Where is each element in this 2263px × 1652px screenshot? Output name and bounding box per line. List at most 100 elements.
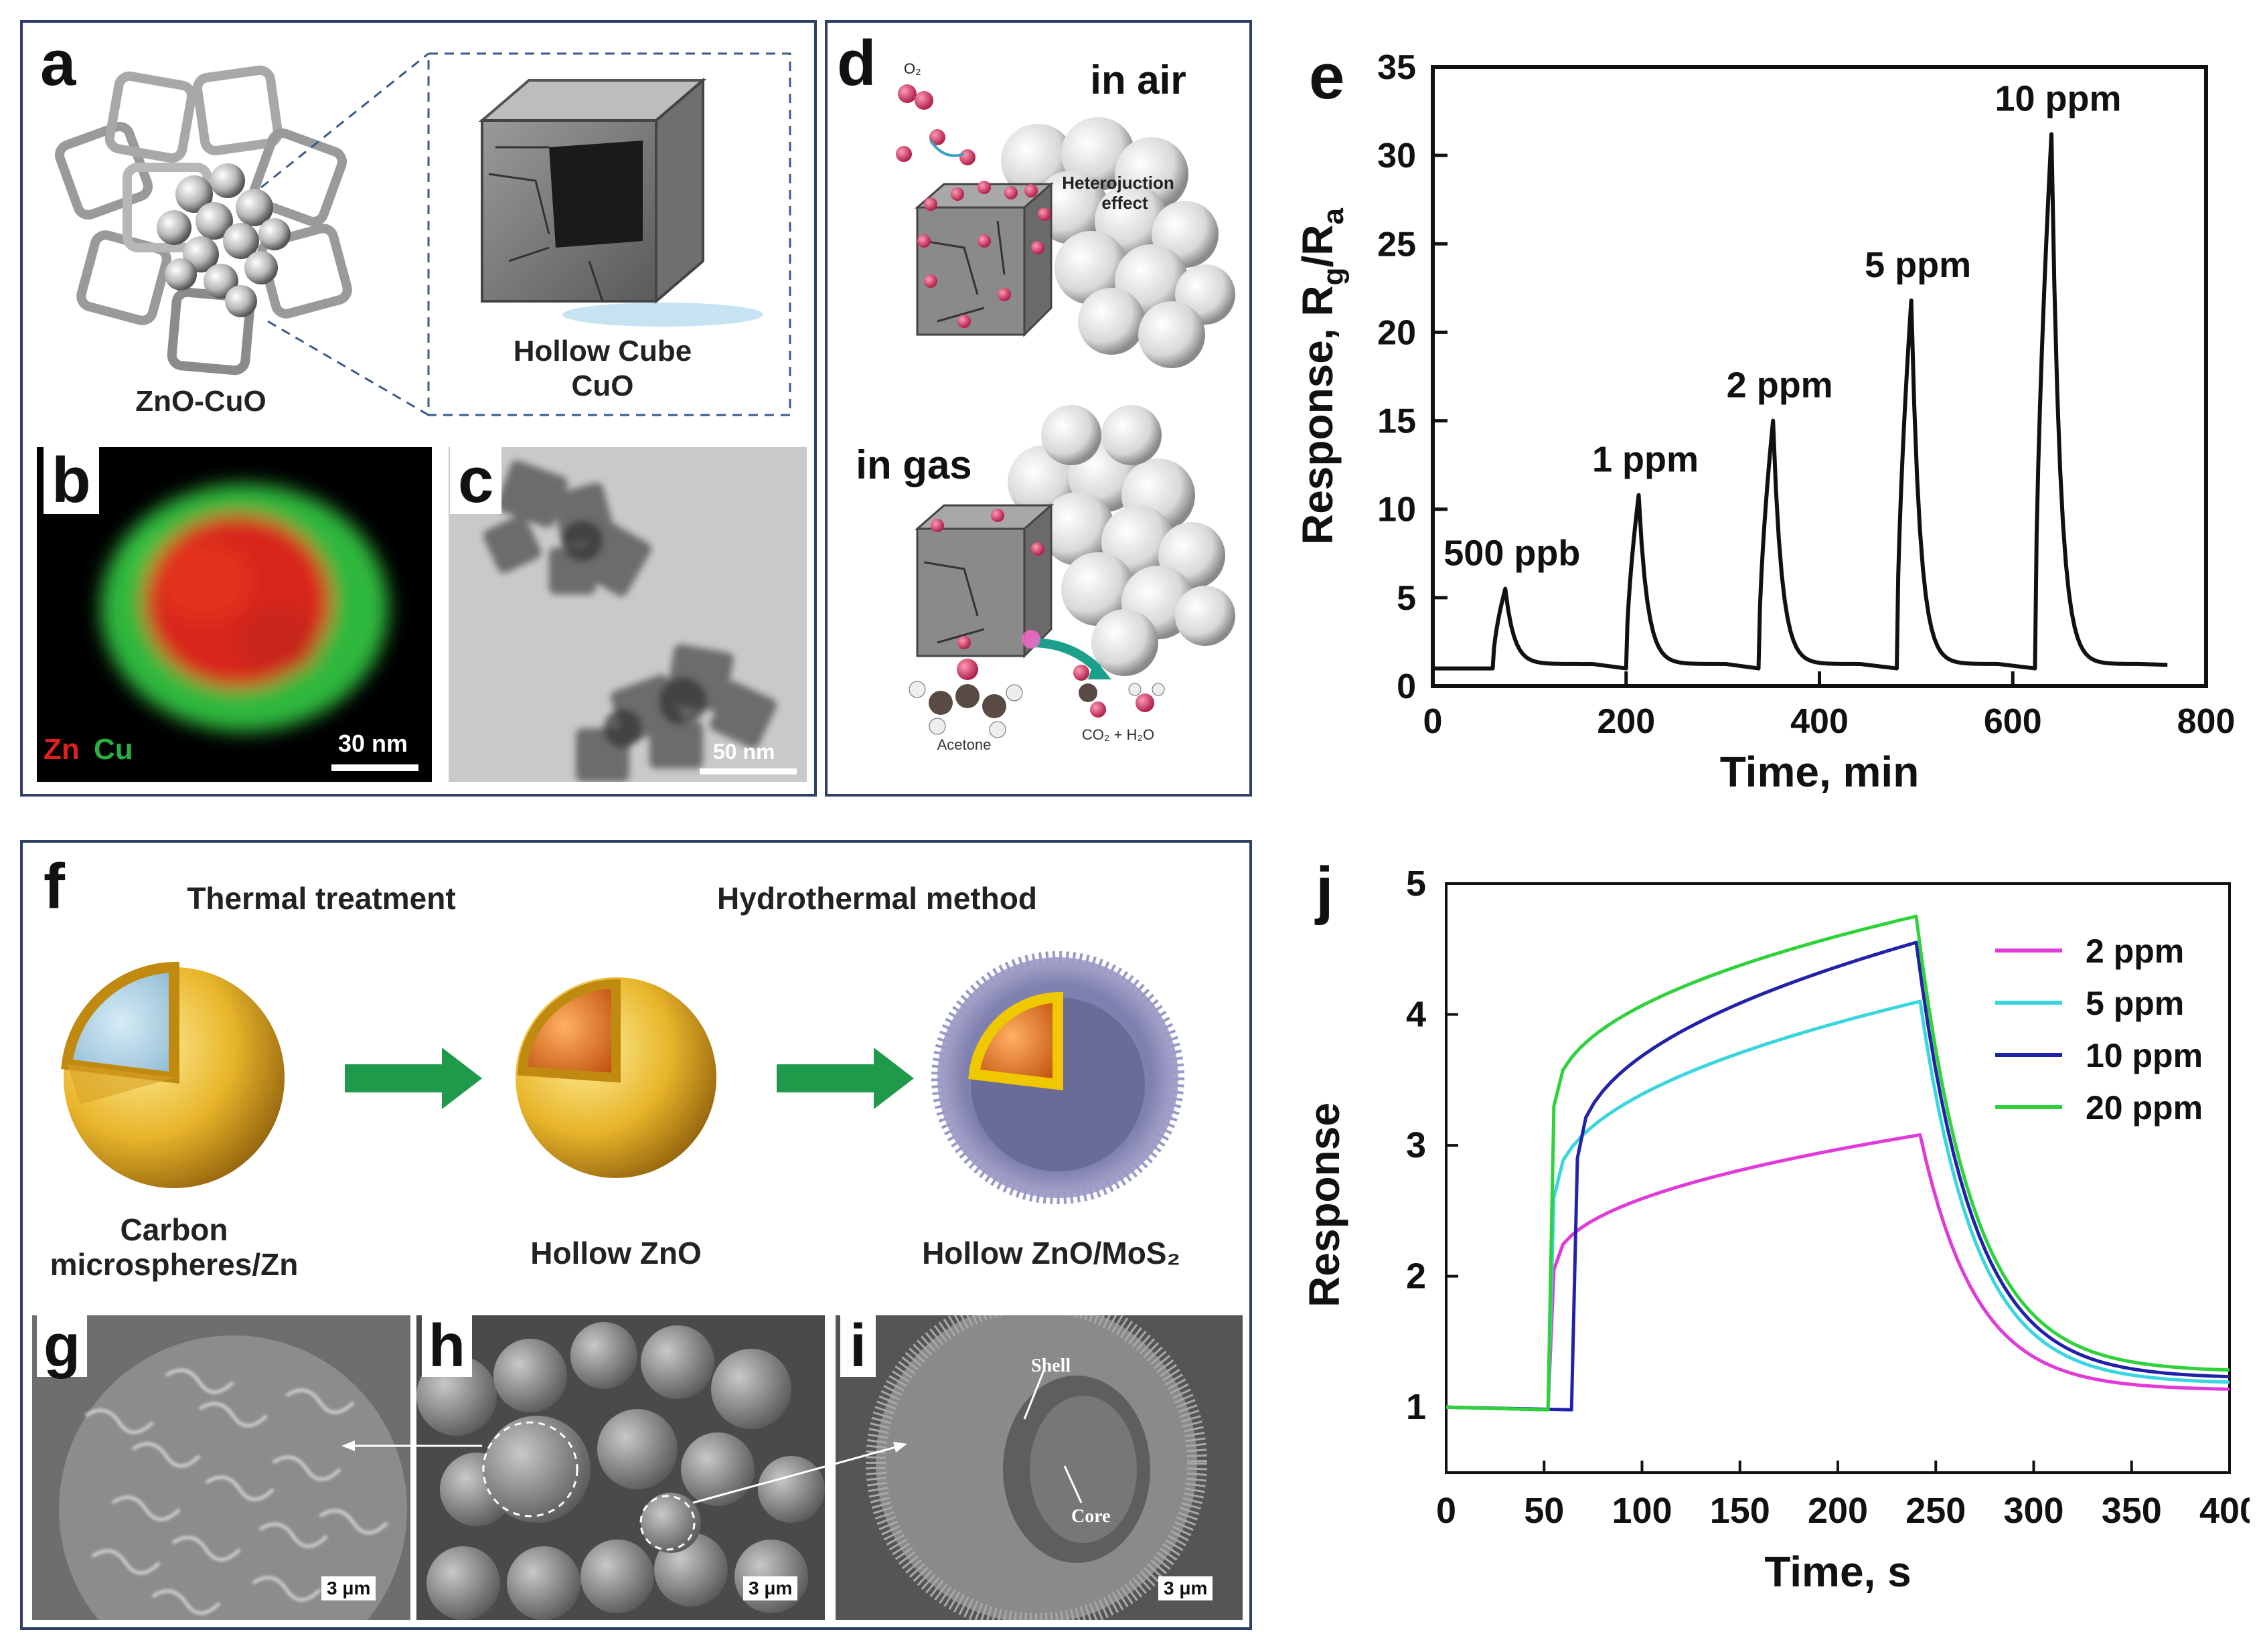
panel-f-illustration [61, 951, 1184, 1204]
y-tick-label: 5 [1397, 579, 1416, 618]
sphere-hollow-zno-mos2 [931, 951, 1184, 1204]
chart-e: 0 200 400 600 800 0 5 10 15 20 25 30 35 Time, min Resp… [1294, 48, 2236, 796]
znO-spheres-top [1001, 117, 1235, 368]
peak-label: 1 ppm [1592, 440, 1699, 480]
panel-c-tem-image [449, 447, 807, 782]
panel-b-scale-bar [331, 764, 418, 771]
panel-i-sem-image [836, 1315, 1243, 1620]
y-tick-label: 2 [1406, 1256, 1426, 1297]
y-tick-label: 0 [1397, 667, 1416, 706]
hollow-cube-label-line2: CuO [571, 369, 634, 402]
x-tick-label: 100 [1612, 1491, 1672, 1531]
panel-g-scale-text: 3 μm [321, 1576, 376, 1600]
y-tick-label: 4 [1406, 995, 1426, 1035]
y-tick-label: 25 [1377, 225, 1416, 264]
heterojunction-line2: effect [1101, 193, 1148, 213]
panel-c-scale-bar [700, 768, 797, 774]
panel-i-letter: i [840, 1315, 876, 1377]
step1-label: Thermal treatment [187, 881, 456, 916]
sphere1-label-line2: microspheres/Zn [50, 1247, 299, 1282]
chart-j: 0 50 100 150 200 250 300 350 400 1 2 3 4 5 Time, s Resp… [1300, 863, 2250, 1596]
panel-fghi-frame [20, 840, 1252, 1630]
response-curve [1433, 132, 2168, 671]
in-gas-label: in gas [856, 442, 972, 487]
x-tick-label: 800 [2177, 702, 2236, 741]
y-tick-label: 10 [1377, 491, 1416, 529]
sphere2-label: Hollow ZnO [530, 1236, 702, 1270]
peak-label: 2 ppm [1727, 365, 1833, 406]
legend-label: 5 ppm [2086, 985, 2184, 1022]
x-tick-label: 400 [2199, 1491, 2250, 1531]
y-axis-label: Response, Rg/Ra [1294, 208, 1350, 545]
panel-e-letter: e [1309, 41, 1345, 112]
zno-spheres-bottom [1008, 405, 1235, 676]
sphere-carbon-zn [61, 961, 285, 1188]
acetone-label: Acetone [937, 736, 992, 753]
panel-abc-frame [20, 20, 817, 797]
products-label: CO₂ + H₂O [1082, 726, 1154, 743]
panel-h-letter: h [422, 1315, 472, 1377]
peak-label: 5 ppm [1865, 245, 1971, 285]
panel-i-scale-text: 3 μm [1158, 1576, 1213, 1600]
x-tick-label: 400 [1790, 702, 1849, 741]
panel-d-letter: d [837, 27, 876, 99]
panel-f-letter: f [44, 851, 65, 922]
series-line-20-ppm [1446, 914, 2230, 1412]
panel-d-frame [825, 20, 1252, 797]
heterojunction-line1: Heterojuction [1062, 173, 1174, 193]
panel-c-scale-text: 50 nm [713, 740, 775, 764]
panel-a-letter: a [40, 27, 76, 99]
panel-b-letter: b [44, 447, 99, 514]
x-tick-label: 0 [1423, 702, 1443, 741]
step2-label: Hydrothermal method [717, 881, 1037, 916]
panel-a-illustration [55, 52, 791, 416]
series-line-2-ppm [1446, 1133, 2230, 1412]
x-tick-label: 200 [1808, 1491, 1868, 1531]
products-molecules [1073, 665, 1165, 718]
o2-molecules [896, 84, 976, 165]
panel-g-sem-image [32, 1315, 410, 1620]
x-tick-label: 200 [1597, 702, 1655, 741]
y-axis-label: Response [1300, 1102, 1348, 1307]
x-tick-label: 0 [1436, 1491, 1456, 1531]
x-axis-label: Time, min [1720, 748, 1920, 796]
y-tick-label: 3 [1406, 1125, 1426, 1165]
x-tick-label: 50 [1524, 1491, 1564, 1531]
panel-b-scale-text: 30 nm [338, 730, 408, 757]
in-air-label: in air [1090, 58, 1186, 102]
sphere1-label-line1: Carbon [120, 1212, 228, 1247]
x-tick-label: 600 [1984, 702, 2042, 741]
panel-h-sem-image [416, 1315, 825, 1620]
legend-label: 10 ppm [2086, 1037, 2203, 1074]
panel-d-illustration: Heterojuction effect O₂ Acetone CO₂ + H₂… [896, 60, 1235, 753]
x-tick-label: 250 [1905, 1491, 1966, 1531]
o2-label: O₂ [904, 60, 921, 77]
panel-c-letter: c [450, 447, 502, 514]
sphere3-label: Hollow ZnO/MoS₂ [922, 1236, 1180, 1270]
hollow-cube-cuo [478, 77, 763, 327]
chart-j-frame [1445, 882, 2231, 1474]
shell-label: Shell [1031, 1355, 1071, 1376]
legend-cu: Cu [94, 733, 133, 766]
series-line-5-ppm [1446, 999, 2230, 1412]
zno-cuo-label: ZnO-CuO [135, 385, 266, 418]
acetone-molecule [909, 659, 1023, 738]
panel-g-letter: g [37, 1315, 87, 1377]
panel-h-scale-text: 3 μm [743, 1576, 798, 1600]
y-tick-label: 1 [1406, 1387, 1426, 1427]
hollow-cube-label-line1: Hollow Cube [513, 335, 692, 367]
zno-spheres [157, 163, 291, 317]
y-tick-label: 35 [1377, 48, 1416, 87]
cuo-cube-bottom [915, 503, 1111, 679]
y-tick-label: 15 [1377, 402, 1416, 441]
legend-zn: Zn [44, 733, 80, 766]
core-label: Core [1071, 1506, 1111, 1527]
arrow-1 [345, 1048, 482, 1109]
series-line-10-ppm [1446, 940, 2230, 1412]
x-axis-label: Time, s [1764, 1548, 1911, 1596]
x-tick-label: 300 [2003, 1491, 2063, 1531]
cuo-cube-top [915, 181, 1054, 337]
x-tick-label: 150 [1710, 1491, 1770, 1531]
y-tick-label: 30 [1377, 137, 1416, 175]
x-tick-label: 350 [2102, 1491, 2162, 1531]
